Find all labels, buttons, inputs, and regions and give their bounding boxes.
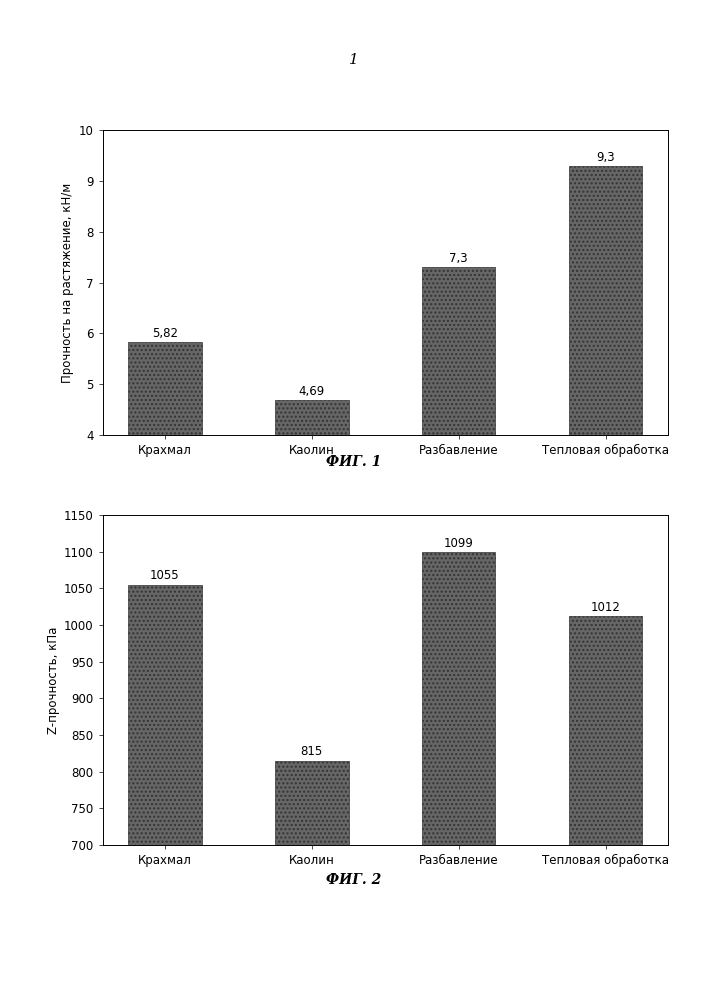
- Text: 1055: 1055: [150, 569, 180, 582]
- Text: 7,3: 7,3: [450, 252, 468, 265]
- Bar: [128, 585, 201, 1000]
- Text: 9,3: 9,3: [597, 151, 615, 164]
- Bar: [128, 342, 201, 638]
- Bar: [422, 552, 496, 1000]
- Bar: [275, 761, 349, 1000]
- Bar: [569, 616, 643, 1000]
- Text: 5,82: 5,82: [152, 327, 178, 340]
- Bar: [422, 267, 496, 638]
- Y-axis label: Z-прочность, кПа: Z-прочность, кПа: [47, 626, 59, 734]
- Text: ФИГ. 2: ФИГ. 2: [326, 873, 381, 887]
- Text: 815: 815: [300, 745, 323, 758]
- Text: 1099: 1099: [444, 537, 474, 550]
- Bar: [275, 400, 349, 638]
- Text: ФИГ. 1: ФИГ. 1: [326, 456, 381, 470]
- Bar: [569, 166, 643, 638]
- Text: 4,69: 4,69: [299, 385, 325, 398]
- Text: 1: 1: [349, 53, 358, 67]
- Text: 1012: 1012: [591, 601, 621, 614]
- Y-axis label: Прочность на растяжение, кН/м: Прочность на растяжение, кН/м: [62, 182, 74, 383]
